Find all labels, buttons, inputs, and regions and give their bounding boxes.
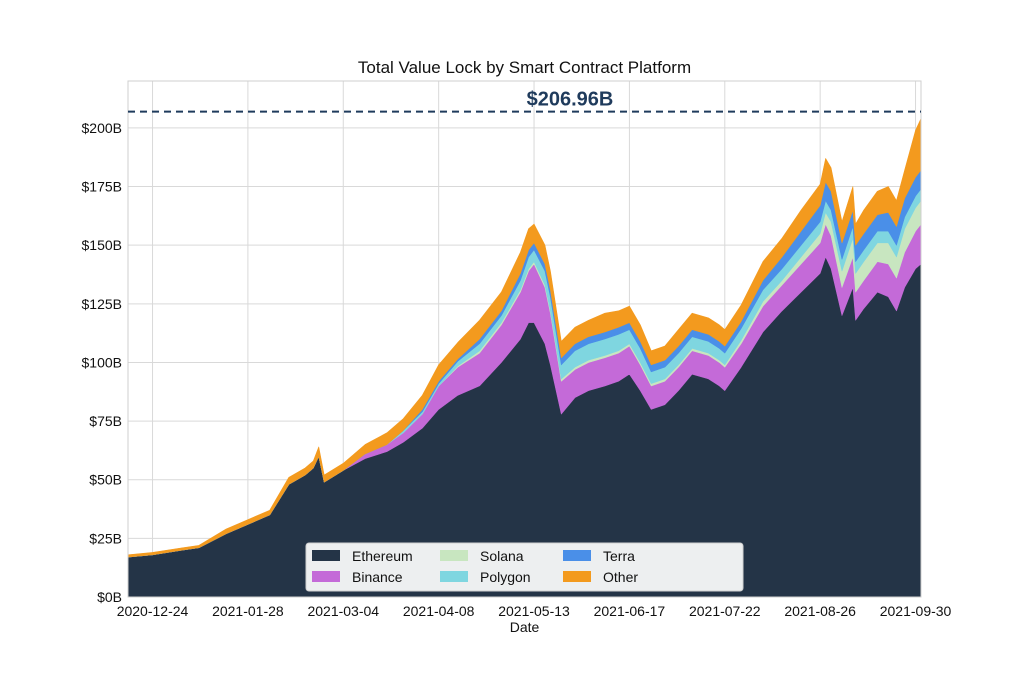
legend-swatch-other: [563, 571, 591, 582]
chart-title: Total Value Lock by Smart Contract Platf…: [358, 58, 691, 77]
y-tick-label: $100B: [82, 354, 122, 370]
peak-annotation: $206.96B: [128, 89, 921, 113]
y-axis-ticks: $0B $25B $50B $75B $100B $125B $150B $175B $200B: [82, 120, 122, 605]
y-tick-label: $150B: [82, 237, 122, 253]
legend-swatch-polygon: [440, 571, 468, 582]
y-tick-label: $0B: [97, 589, 122, 605]
legend-label-ethereum: Ethereum: [352, 548, 413, 564]
x-tick-label: 2021-06-17: [594, 603, 666, 619]
legend-box: [305, 542, 744, 592]
x-tick-label: 2021-01-28: [212, 603, 284, 619]
y-tick-label: $200B: [82, 120, 122, 136]
stacked-areas: [127, 118, 922, 598]
legend-label-polygon: Polygon: [480, 569, 531, 585]
y-tick-label: $25B: [89, 530, 122, 546]
legend-swatch-solana: [440, 550, 468, 561]
x-tick-label: 2021-07-22: [689, 603, 761, 619]
x-tick-label: 2021-08-26: [784, 603, 856, 619]
x-tick-label: 2021-03-04: [307, 603, 379, 619]
legend: Ethereum Binance Solana Polygon Terra Other: [305, 542, 744, 592]
x-tick-label: 2021-04-08: [403, 603, 475, 619]
legend-label-binance: Binance: [352, 569, 403, 585]
legend-label-solana: Solana: [480, 548, 524, 564]
legend-swatch-terra: [563, 550, 591, 561]
x-tick-label: 2021-05-13: [498, 603, 570, 619]
legend-swatch-ethereum: [312, 550, 340, 561]
plot-frame: [127, 80, 922, 598]
y-tick-label: $75B: [89, 413, 122, 429]
x-axis-ticks: 2020-12-24 2021-01-28 2021-03-04 2021-04-08…: [117, 603, 952, 619]
y-tick-label: $50B: [89, 472, 122, 488]
x-tick-label: 2020-12-24: [117, 603, 189, 619]
x-tick-label: 2021-09-30: [880, 603, 952, 619]
peak-value-label: $206.96B: [527, 89, 614, 111]
y-tick-label: $175B: [82, 179, 122, 195]
legend-label-other: Other: [603, 569, 638, 585]
x-axis-label: Date: [510, 619, 540, 635]
legend-swatch-binance: [312, 571, 340, 582]
legend-label-terra: Terra: [603, 548, 635, 564]
y-tick-label: $125B: [82, 296, 122, 312]
